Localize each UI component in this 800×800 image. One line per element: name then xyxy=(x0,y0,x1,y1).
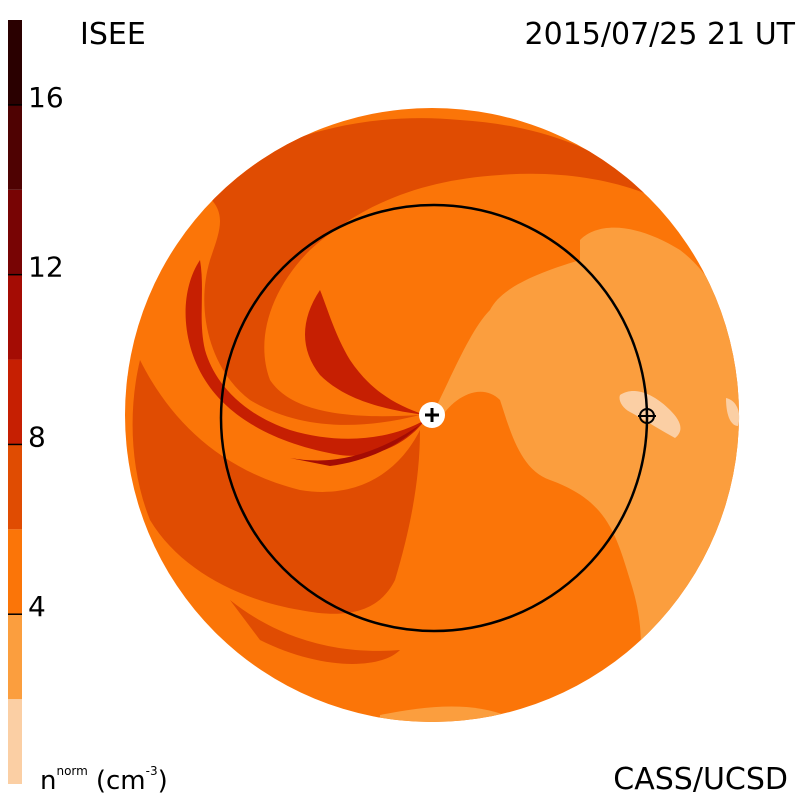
unit-superscript: norm xyxy=(56,764,87,778)
medium-density-arm-upper xyxy=(200,118,660,425)
source-label: ISEE xyxy=(80,17,146,52)
circled-plus-icon xyxy=(638,407,656,425)
plus-in-circle-icon xyxy=(419,402,445,428)
colorbar-band xyxy=(8,359,22,445)
colorbar-band xyxy=(8,189,22,275)
colorbar-bands xyxy=(8,20,22,784)
dark-density-arm-upper xyxy=(305,290,425,415)
datetime-label: 2015/07/25 21 UT xyxy=(525,17,796,52)
colorbar-tick-label: 4 xyxy=(28,590,46,623)
colorbar-band xyxy=(8,274,22,360)
darker-density-arm xyxy=(290,425,420,466)
unit-paren: (cm xyxy=(96,766,146,796)
colorbar: 4 8 12 16 xyxy=(8,20,64,784)
colorbar-ticks: 4 8 12 16 xyxy=(8,81,64,623)
credit-label: CASS/UCSD xyxy=(613,762,788,797)
colorbar-band xyxy=(8,20,22,105)
colorbar-band xyxy=(8,699,22,784)
colorbar-unit-label: nnorm (cm-3) xyxy=(40,764,168,796)
medium-density-arm-lower xyxy=(132,360,420,614)
dark-density-arm-left xyxy=(185,260,425,456)
medium-density-arm-bottom xyxy=(230,600,400,664)
colorbar-tick-label: 16 xyxy=(28,81,64,114)
light-density-region xyxy=(432,227,739,722)
lightest-density-spot-earth xyxy=(619,390,681,438)
colorbar-tick-label: 12 xyxy=(28,251,64,284)
unit-exponent: -3 xyxy=(146,764,158,778)
unit-close: ) xyxy=(158,766,168,796)
lightest-density-spot-edge xyxy=(726,398,740,426)
colorbar-band xyxy=(8,444,22,530)
colorbar-band xyxy=(8,529,22,615)
colorbar-band xyxy=(8,614,22,700)
colorbar-band xyxy=(8,104,22,190)
unit-base: n xyxy=(40,766,56,796)
colorbar-tick-label: 8 xyxy=(28,420,46,453)
